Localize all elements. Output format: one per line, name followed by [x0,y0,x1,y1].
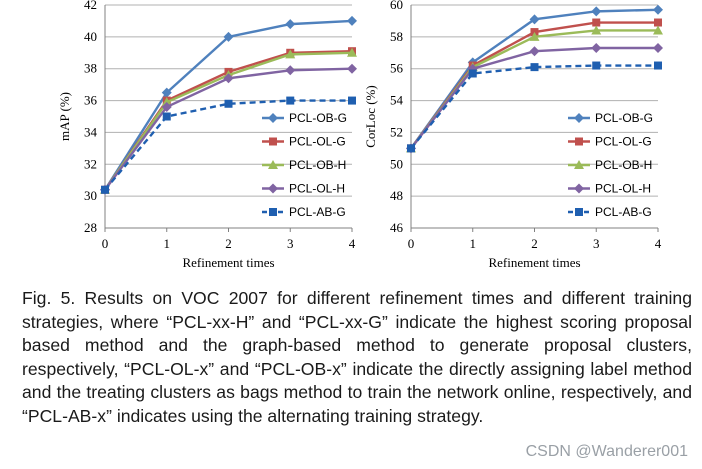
map-data-point [223,31,234,42]
map-xtick-label: 0 [102,236,109,251]
corloc-legend-marker [575,137,583,146]
map-data-point [347,63,357,74]
corloc-legend-label: PCL-OL-H [595,182,651,196]
corloc-legend-label: PCL-OL-G [595,135,652,149]
map-xtick-label: 4 [349,236,356,251]
corloc-ytick-label: 46 [390,220,404,235]
corloc-xtick-label: 3 [593,236,600,251]
corloc-chart: 46 48 50 52 54 56 58 60 0 1 2 3 4 Refinement times Cor… [363,0,663,270]
corloc-data-point [407,144,415,153]
corloc-data-point [653,25,663,35]
corloc-data-point [592,61,601,70]
map-data-point [348,96,356,105]
corloc-legend-marker [575,208,583,216]
map-data-point [285,49,296,59]
corloc-data-point [530,63,539,72]
map-series-line [104,99,352,191]
map-ytick-label: 36 [84,93,98,108]
map-legend-marker [269,137,277,146]
map-ytick-label: 28 [84,220,97,235]
corloc-ytick-label: 54 [390,93,404,108]
corloc-series-line [410,64,658,150]
map-y-axis-label: mAP (%) [57,92,72,141]
map-ytick-label: 30 [84,188,97,203]
map-xtick-label: 1 [164,236,171,251]
map-ytick-label: 32 [84,156,97,171]
map-legend-label: PCL-OL-H [289,182,345,196]
map-x-axis-label: Refinement times [182,255,274,270]
map-data-point [286,96,295,105]
map-legend-marker [269,208,277,216]
corloc-data-point [654,18,662,27]
corloc-data-point [592,18,601,27]
map-ytick-label: 38 [84,61,97,76]
map-ytick-label: 34 [84,124,98,139]
map-ytick-label: 40 [84,29,97,44]
map-legend-label: PCL-OB-G [289,111,347,125]
map-legend-label: PCL-OB-H [289,158,346,172]
map-series-pcl-ab-g [101,96,356,194]
corloc-ytick-label: 48 [390,188,403,203]
map-data-point [223,73,234,84]
map-legend-marker [268,183,278,194]
corloc-xtick-label: 2 [531,236,538,251]
corloc-xtick-label: 1 [470,236,477,251]
corloc-legend-marker [574,183,584,194]
map-legend-marker [268,160,278,169]
map-data-point [347,47,357,57]
map-data-point [347,15,357,26]
corloc-ytick-label: 52 [390,124,403,139]
corloc-data-point [529,46,540,57]
corloc-data-point [591,43,602,54]
corloc-legend-marker [574,160,584,169]
corloc-series-pcl-ob-g [406,4,663,154]
corloc-data-point [654,61,662,70]
corloc-legend-label: PCL-OB-H [595,158,652,172]
corloc-xtick-label: 0 [408,236,415,251]
map-xtick-label: 3 [287,236,294,251]
map-xtick-label: 2 [225,236,232,251]
map-data-point [101,185,109,194]
figure-caption: Fig. 5. Results on VOC 2007 for differen… [22,288,692,426]
corloc-y-axis-label: CorLoc (%) [363,85,378,147]
corloc-data-point [591,6,602,17]
map-legend-label: PCL-OL-G [289,135,346,149]
corloc-ytick-label: 60 [390,0,403,12]
map-data-point [224,99,233,108]
map-data-point [161,97,172,107]
map-data-point [162,112,171,121]
map-legend-marker [268,113,278,123]
corloc-data-point [591,25,602,35]
corloc-ytick-label: 56 [390,61,404,76]
map-legend-label: PCL-AB-G [289,205,346,219]
map-data-point [285,65,296,76]
corloc-xtick-label: 4 [655,236,662,251]
corloc-data-point [653,43,663,54]
corloc-legend-label: PCL-OB-G [595,111,653,125]
corloc-x-axis-label: Refinement times [488,255,580,270]
corloc-series-pcl-ab-g [407,61,662,153]
watermark: CSDN @Wanderer001 [523,443,690,461]
map-data-point [285,19,296,30]
corloc-legend-label: PCL-AB-G [595,205,652,219]
map-data-point [161,101,172,112]
map-data-point [161,87,172,98]
corloc-ytick-label: 58 [390,29,403,44]
map-ytick-label: 42 [84,0,97,12]
corloc-ytick-label: 50 [390,156,403,171]
map-series-pcl-ol-h [100,63,357,195]
corloc-series-pcl-ob-h [406,25,663,153]
corloc-data-point [529,31,540,41]
corloc-data-point [653,4,663,15]
corloc-data-point [468,69,477,78]
corloc-legend-marker [574,113,584,123]
corloc-series-line [410,21,658,150]
corloc-data-point [529,14,540,25]
